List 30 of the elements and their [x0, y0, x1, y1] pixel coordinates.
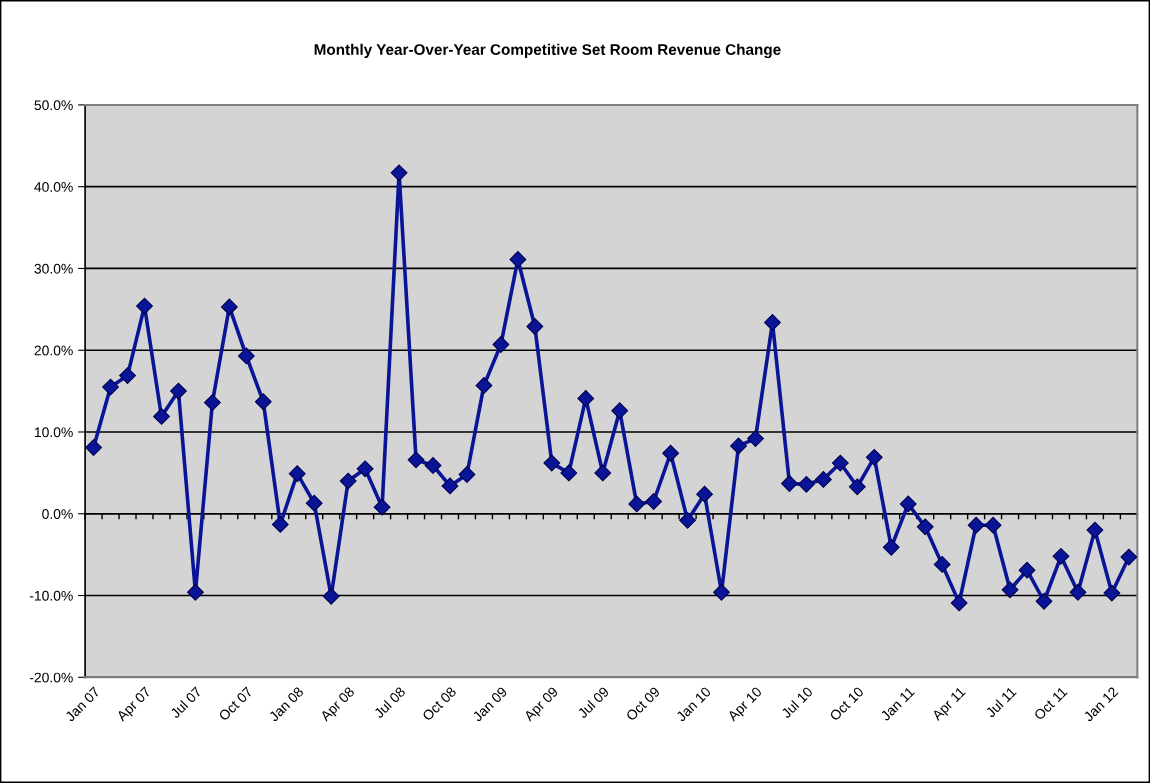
x-tick-label: Apr 09 — [523, 686, 561, 724]
x-tick-label: Oct 07 — [218, 686, 254, 722]
x-tick-label: Jan 10 — [675, 686, 712, 723]
x-tick-label: Jul 08 — [373, 686, 406, 719]
y-tick-label: -20.0% — [29, 672, 73, 683]
x-tick-label: Oct 11 — [1033, 686, 1068, 721]
x-tick-label: Apr 11 — [931, 686, 968, 723]
y-tick-label: 10.0% — [34, 427, 73, 438]
x-tick-label: Jan 08 — [268, 686, 305, 723]
x-tick-label: Oct 08 — [421, 686, 457, 722]
x-tick-label: Jul 10 — [780, 686, 814, 719]
y-tick-label: -10.0% — [29, 590, 73, 601]
x-tick-label: Jan 09 — [471, 686, 508, 723]
x-tick-label: Jan 12 — [1082, 686, 1119, 723]
x-tick-label: Jan 07 — [64, 686, 101, 723]
x-tick-label: Jul 07 — [169, 686, 203, 719]
y-tick-label: 20.0% — [34, 345, 73, 356]
x-tick-label: Oct 10 — [829, 686, 865, 722]
x-tick-label: Apr 08 — [319, 686, 357, 724]
y-tick-label: 0.0% — [42, 509, 73, 519]
y-tick-label: 30.0% — [34, 263, 73, 274]
x-tick-label: Oct 09 — [625, 686, 661, 722]
y-tick-label: 40.0% — [34, 182, 73, 192]
x-tick-label: Jul 09 — [576, 686, 610, 719]
x-tick-label: Jan 11 — [879, 686, 915, 722]
y-tick-label: 50.0% — [34, 100, 73, 111]
x-tick-label: Apr 10 — [726, 686, 765, 724]
x-tick-label: Jul 11 — [984, 686, 1017, 719]
x-tick-label: Apr 07 — [115, 686, 154, 724]
chart-title: Monthly Year-Over-Year Competitive Set Room Revenue Change — [314, 43, 781, 59]
